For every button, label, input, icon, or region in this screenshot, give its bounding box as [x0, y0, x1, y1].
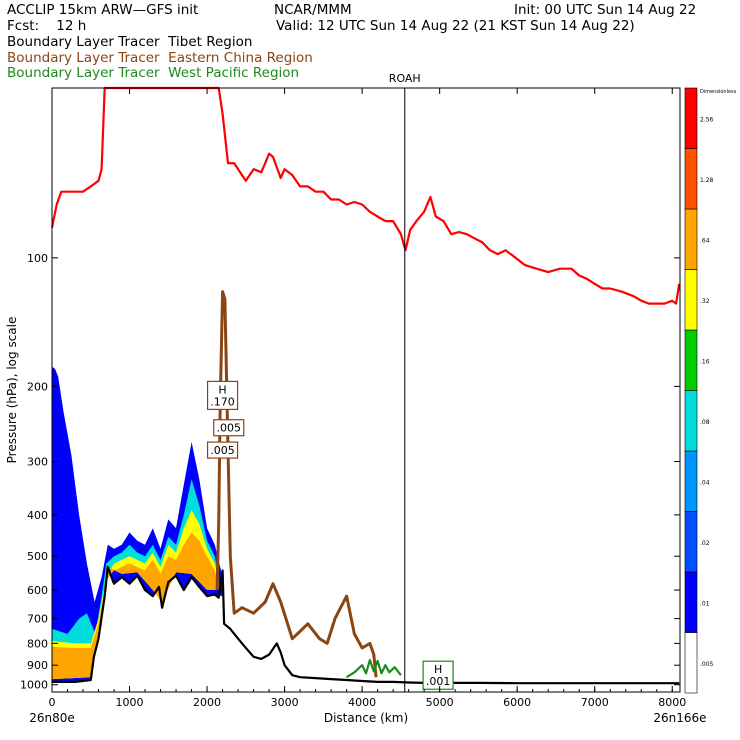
colorbar: .005 .01 .02 .04 .08 .16 .32 .64 1.28 2.56 Dimensi… [684, 87, 737, 694]
colorbar-swatch [684, 511, 698, 573]
colorbar-title: Dimensionless [700, 89, 737, 95]
x-tick-label: 7000 [581, 696, 609, 709]
contour-label-0: H.170 [206, 380, 239, 411]
tracer-label-tibet: Boundary Layer Tracer Tibet Region [7, 34, 253, 50]
y-tick-label: 900 [27, 659, 48, 672]
x-tick-label: 8000 [658, 696, 686, 709]
forecast-hour: Fcst: 12 h [7, 18, 87, 34]
tracer-shading [52, 366, 223, 682]
tracer-shade-0 [52, 366, 223, 682]
contour-label-2: .005 [206, 441, 239, 459]
y-tick-label: 100 [27, 252, 48, 265]
tracer-shade-3 [52, 532, 219, 680]
x-tick-label: 5000 [426, 696, 454, 709]
colorbar-level-label: .04 [700, 479, 710, 486]
colorbar-swatch [684, 450, 698, 512]
model-title: ACCLIP 15km ARW—GFS init [7, 2, 199, 18]
colorbar-swatch [684, 269, 698, 331]
contour-label-3: H.001 [422, 660, 454, 690]
x-tick-label: 4000 [348, 696, 376, 709]
y-tick-label: 200 [27, 380, 48, 393]
contour-label-1: .005 [213, 419, 245, 437]
y-tick-label: 1000 [20, 679, 48, 692]
y-tick-label: 700 [27, 613, 48, 626]
contour-label-text: .001 [426, 675, 451, 688]
tracer-shade-2 [52, 510, 219, 680]
x-axis-label: Distance (km) [324, 711, 408, 725]
series-tropopause-line [50, 86, 681, 305]
x-tick-label: 1000 [116, 696, 144, 709]
init-time: Init: 00 UTC Sun 14 Aug 22 [514, 2, 697, 18]
y-tick-label: 500 [27, 550, 48, 563]
tracer-label-eastern-china: Boundary Layer Tracer Eastern China Regi… [7, 50, 313, 66]
contour-label-text: .005 [210, 444, 235, 457]
colorbar-swatch [684, 329, 698, 391]
y-tick-label: 300 [27, 456, 48, 469]
x-tick-label: 0 [49, 696, 56, 709]
y-tick-label: 800 [27, 637, 48, 650]
y-tick-label: 600 [27, 584, 48, 597]
center-label: NCAR/MMM [274, 2, 352, 18]
colorbar-swatch [684, 390, 698, 452]
colorbar-level-label: 1.28 [700, 177, 714, 184]
y-tick-label: 400 [27, 509, 48, 522]
colorbar-swatch [684, 87, 698, 149]
station-label: ROAH [389, 72, 421, 85]
left-endpoint-label: 26n80e [29, 711, 75, 725]
colorbar-level-label: .08 [700, 419, 710, 426]
y-axis-label: Pressure (hPa), log scale [5, 317, 19, 464]
colorbar-swatch [684, 148, 698, 210]
x-tick-label: 6000 [503, 696, 531, 709]
colorbar-level-label: .005 [700, 661, 714, 668]
colorbar-level-label: .32 [700, 298, 710, 305]
series-eastern-china-region-line [215, 290, 378, 678]
valid-time: Valid: 12 UTC Sun 14 Aug 22 (21 KST Sun … [276, 18, 635, 34]
colorbar-level-label: .16 [700, 358, 710, 365]
contour-label-box [206, 380, 239, 411]
contour-label-box [422, 660, 454, 690]
contour-label-text: .005 [217, 422, 242, 435]
x-tick-label: 3000 [271, 696, 299, 709]
colorbar-level-label: .01 [700, 600, 710, 607]
tracer-label-west-pacific: Boundary Layer Tracer West Pacific Regio… [7, 65, 300, 81]
colorbar-swatch [684, 632, 698, 694]
x-tick-label: 2000 [193, 696, 221, 709]
contour-label-box [206, 441, 239, 459]
colorbar-level-label: .64 [700, 237, 710, 244]
contour-label-box [213, 419, 245, 437]
colorbar-level-label: .02 [700, 540, 710, 547]
axes: 0 1000 2000 3000 4000 5000 6000 7000 80001002003… [5, 87, 707, 725]
series-west-pacific-region-line [346, 658, 402, 679]
contour-label-text: .170 [210, 395, 235, 408]
colorbar-swatch [684, 208, 698, 270]
contour-label-text: H [434, 663, 442, 676]
right-endpoint-label: 26n166e [653, 711, 706, 725]
colorbar-swatch [684, 571, 698, 633]
colorbar-level-label: 2.56 [700, 116, 714, 123]
contour-label-text: H [218, 383, 226, 396]
plot-frame [51, 87, 681, 693]
series-tibet-region-line [52, 565, 680, 685]
